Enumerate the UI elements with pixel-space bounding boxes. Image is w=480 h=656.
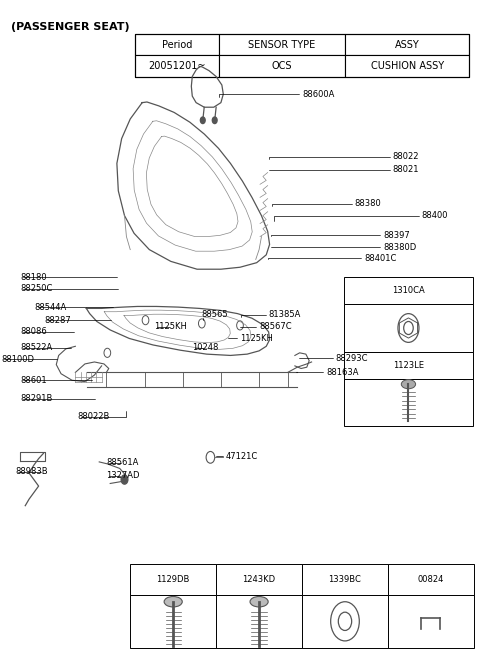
Text: 88400: 88400 [421,211,448,220]
Text: 88983B: 88983B [16,467,48,476]
Text: 1123LE: 1123LE [393,361,424,370]
Bar [216,564,302,594]
Bar [302,564,388,594]
Text: 88086: 88086 [21,327,47,337]
Text: 88022B: 88022B [78,413,110,421]
Bar [388,594,474,648]
Text: OCS: OCS [272,61,292,71]
Text: 88544A: 88544A [35,302,67,312]
Text: 88397: 88397 [383,231,410,239]
Text: 88287: 88287 [44,316,71,325]
Ellipse shape [250,596,268,607]
Text: Period: Period [162,39,192,50]
Text: 1339BC: 1339BC [328,575,361,584]
Bar [135,34,469,77]
Text: CUSHION ASSY: CUSHION ASSY [371,61,444,71]
Ellipse shape [164,596,182,607]
Bar [135,34,218,55]
Text: (PASSENGER SEAT): (PASSENGER SEAT) [11,22,130,32]
Text: 88401C: 88401C [364,254,396,262]
Text: 88380: 88380 [355,199,381,209]
Bar [218,55,346,77]
Circle shape [121,475,128,484]
Text: 1310CA: 1310CA [392,286,425,295]
Text: 88021: 88021 [393,165,419,174]
Text: 88022: 88022 [393,152,419,161]
Text: 88567C: 88567C [259,322,292,331]
Text: 88291B: 88291B [21,394,53,403]
Circle shape [200,117,205,123]
Text: 00824: 00824 [418,575,444,584]
Bar [346,34,469,55]
Bar [216,594,302,648]
Text: 1327AD: 1327AD [107,471,140,480]
Text: 88561A: 88561A [107,458,139,467]
Text: 88522A: 88522A [21,343,53,352]
Text: 81385A: 81385A [269,310,301,319]
Text: 10248: 10248 [192,343,219,352]
Bar [130,594,216,648]
Text: 88180: 88180 [21,272,47,281]
Bar [130,564,216,594]
Text: ASSY: ASSY [395,39,420,50]
Text: 88380D: 88380D [383,243,417,251]
Text: 88601: 88601 [21,376,47,385]
Text: 20051201~: 20051201~ [148,61,205,71]
Bar [344,277,473,304]
Text: 1125KH: 1125KH [154,322,187,331]
Circle shape [212,117,217,123]
Bar [388,564,474,594]
Text: 47121C: 47121C [226,451,258,461]
Bar [344,352,473,379]
Text: 88100D: 88100D [1,355,35,364]
Text: 88600A: 88600A [302,90,335,98]
Text: 88565: 88565 [202,310,228,319]
Text: 1125KH: 1125KH [240,334,273,343]
Text: 1243KD: 1243KD [242,575,276,584]
Bar [344,379,473,426]
Bar [302,594,388,648]
Text: SENSOR TYPE: SENSOR TYPE [248,39,316,50]
Text: 1129DB: 1129DB [156,575,190,584]
Bar [346,55,469,77]
Bar [344,304,473,352]
Bar [135,55,218,77]
Text: 88250C: 88250C [21,284,53,293]
Bar [218,34,346,55]
Text: 88163A: 88163A [326,368,359,377]
Text: 88293C: 88293C [336,354,368,363]
Ellipse shape [401,380,416,389]
